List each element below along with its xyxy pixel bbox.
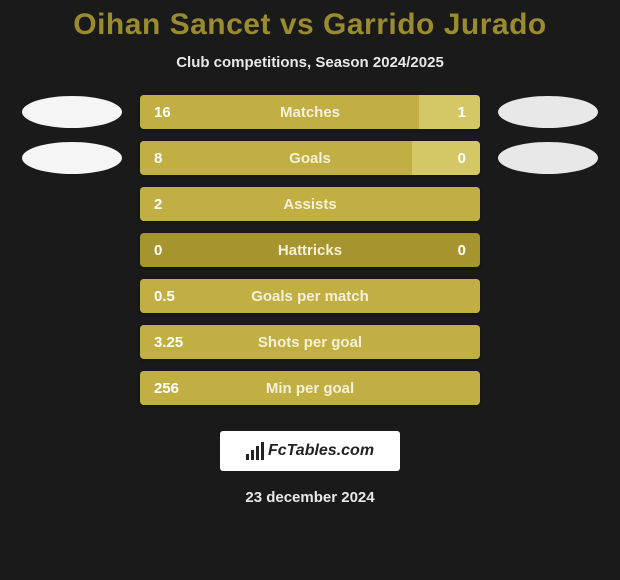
stat-label: Shots per goal <box>140 334 480 351</box>
footer-logo-text: FcTables.com <box>268 442 374 460</box>
stat-label: Matches <box>140 104 480 121</box>
page-title: Oihan Sancet vs Garrido Jurado <box>73 8 546 42</box>
stat-value-right: 0 <box>458 242 466 259</box>
player-right-icon <box>498 96 598 128</box>
logo-bars-icon <box>246 442 264 460</box>
stat-row-shots_per_goal: 3.25Shots per goal <box>0 325 620 359</box>
stat-row-assists: 2Assists <box>0 187 620 221</box>
stat-bar-matches: 16Matches1 <box>140 95 480 129</box>
stats-area: 16Matches18Goals02Assists0Hattricks00.5G… <box>0 95 620 405</box>
stat-bar-shots_per_goal: 3.25Shots per goal <box>140 325 480 359</box>
stat-bar-assists: 2Assists <box>140 187 480 221</box>
stat-row-goals: 8Goals0 <box>0 141 620 175</box>
player-right-icon <box>498 142 598 174</box>
stat-row-goals_per_match: 0.5Goals per match <box>0 279 620 313</box>
stat-row-hattricks: 0Hattricks0 <box>0 233 620 267</box>
stat-bar-goals_per_match: 0.5Goals per match <box>140 279 480 313</box>
player-left-icon <box>22 142 122 174</box>
stat-bar-hattricks: 0Hattricks0 <box>140 233 480 267</box>
footer-date: 23 december 2024 <box>245 489 374 506</box>
stat-value-right: 0 <box>458 150 466 167</box>
stat-row-min_per_goal: 256Min per goal <box>0 371 620 405</box>
stat-row-matches: 16Matches1 <box>0 95 620 129</box>
stat-label: Assists <box>140 196 480 213</box>
comparison-infographic: Oihan Sancet vs Garrido Jurado Club comp… <box>0 0 620 580</box>
stat-label: Goals <box>140 150 480 167</box>
stat-value-right: 1 <box>458 104 466 121</box>
player-left-icon <box>22 96 122 128</box>
stat-bar-goals: 8Goals0 <box>140 141 480 175</box>
stat-label: Hattricks <box>140 242 480 259</box>
stat-label: Goals per match <box>140 288 480 305</box>
stat-label: Min per goal <box>140 380 480 397</box>
footer-logo: FcTables.com <box>220 431 400 471</box>
subtitle: Club competitions, Season 2024/2025 <box>176 54 444 71</box>
stat-bar-min_per_goal: 256Min per goal <box>140 371 480 405</box>
